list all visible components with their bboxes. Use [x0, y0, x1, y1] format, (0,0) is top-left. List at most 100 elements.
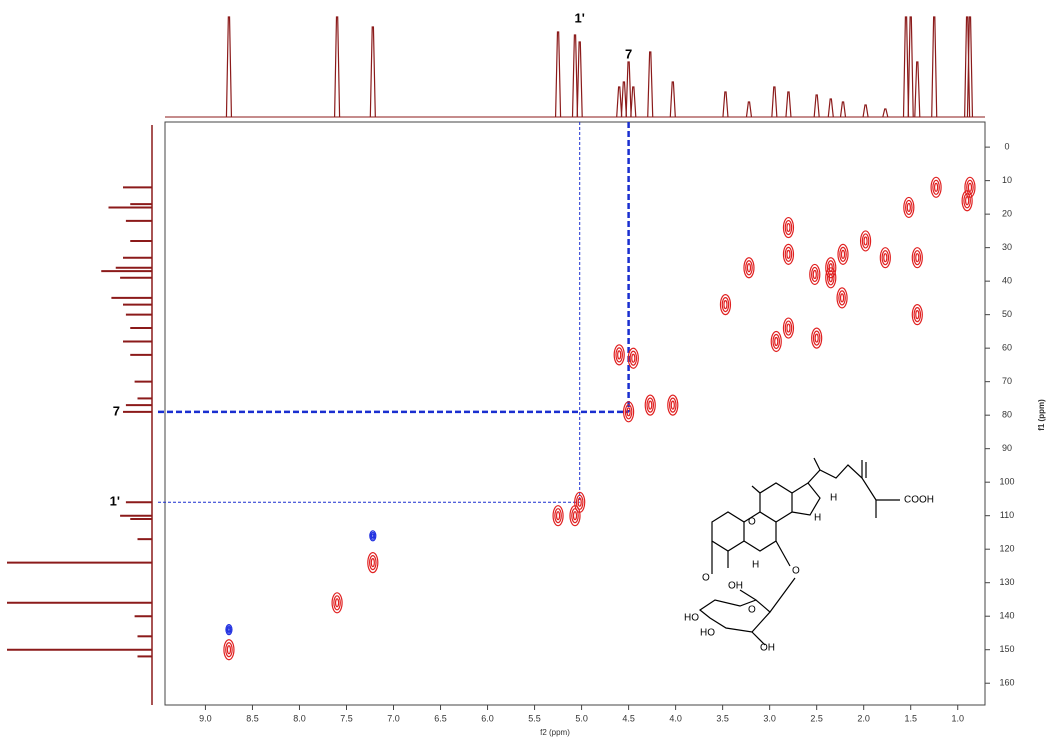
cross-peak	[862, 234, 868, 248]
h1-peak	[577, 42, 582, 117]
cross-peak	[787, 224, 790, 232]
h1-peak	[556, 32, 561, 117]
x-tick-label: 6.5	[434, 713, 447, 723]
cross-peak	[813, 270, 816, 278]
cross-peak	[785, 321, 791, 335]
h1-peak	[841, 102, 846, 117]
cross-peak	[671, 401, 674, 409]
x-tick-label: 2.5	[810, 713, 823, 723]
h1-peak	[932, 17, 937, 117]
bond	[776, 541, 790, 566]
chart: f2 (ppm) f1 (ppm) O O H H H O COOH OH HO…	[0, 0, 1054, 740]
cross-peak	[724, 301, 727, 309]
molecule-structure: O O H H H O COOH OH HO HO OH O	[684, 458, 934, 654]
cross-peak	[775, 337, 778, 345]
h1-peak	[370, 27, 375, 117]
x-tick-label: 1.5	[904, 713, 917, 723]
cross-peak	[916, 254, 919, 262]
h1-peak	[883, 109, 888, 117]
cross-peak	[334, 596, 340, 610]
h1-peak	[226, 17, 231, 117]
cross-peak	[670, 398, 676, 412]
cross-peak	[746, 261, 752, 275]
atom-label: OH	[760, 643, 775, 654]
h1-peak	[786, 92, 791, 117]
y-tick-label: 80	[1002, 410, 1012, 420]
y-tick-label: 90	[1002, 443, 1012, 453]
atom-label: O	[748, 605, 756, 616]
x-tick-label: 2.0	[857, 713, 870, 723]
cross-peak	[914, 251, 920, 265]
atom-label: O	[792, 566, 800, 577]
cross-peak	[773, 334, 779, 348]
y-tick-label: 30	[1002, 242, 1012, 252]
h1-peak	[904, 17, 909, 117]
x-tick-label: 6.0	[481, 713, 494, 723]
y-tick-label: 160	[999, 678, 1014, 688]
h1-peak	[617, 87, 622, 117]
h1-peak	[335, 17, 340, 117]
x-tick-label: 9.0	[199, 713, 212, 723]
cross-peak	[649, 401, 652, 409]
cross-peak	[884, 254, 887, 262]
glycosidic-bond	[770, 578, 795, 612]
atom-label: HO	[700, 628, 715, 639]
atom-label: H	[830, 493, 837, 504]
cross-peak	[914, 308, 920, 322]
cross-peak	[785, 221, 791, 235]
atom-label: H	[814, 513, 821, 524]
h1-peak	[723, 92, 728, 117]
cross-peak	[841, 294, 844, 302]
atom-label: O	[702, 573, 710, 584]
cross-peak	[228, 628, 230, 632]
cross-peak	[557, 512, 560, 520]
x-tick-label: 7.0	[387, 713, 400, 723]
cross-peak	[812, 267, 818, 281]
y-tick-label: 120	[999, 544, 1014, 554]
y-axis-label: f1 (ppm)	[1037, 399, 1046, 431]
side-chain-branches	[814, 458, 876, 518]
h1-peak	[573, 35, 578, 117]
h1-peak	[631, 87, 636, 117]
plot-frame	[165, 122, 985, 705]
h1-peak	[828, 99, 833, 117]
cross-peak	[722, 298, 728, 312]
annotation-label: 1'	[110, 494, 120, 509]
cross-peak	[815, 334, 818, 342]
h1-peak	[621, 82, 626, 117]
x-tick-label: 1.0	[951, 713, 964, 723]
y-tick-label: 60	[1002, 343, 1012, 353]
cross-peak	[371, 559, 374, 567]
y-tick-label: 10	[1002, 175, 1012, 185]
h1-peak	[915, 62, 920, 117]
atom-label: HO	[684, 613, 699, 624]
cross-peak	[632, 354, 635, 362]
cross-peak	[966, 197, 969, 205]
x-tick-label: 5.5	[528, 713, 541, 723]
y-tick-label: 130	[999, 577, 1014, 587]
x-axis-label: f2 (ppm)	[540, 728, 570, 737]
y-tick-label: 140	[999, 611, 1014, 621]
bond	[752, 486, 760, 493]
cross-peak	[616, 348, 622, 362]
cross-peak	[916, 311, 919, 319]
x-tick-label: 8.5	[246, 713, 259, 723]
atom-label: H	[752, 560, 759, 571]
cross-peak	[785, 247, 791, 261]
x-tick-label: 4.5	[622, 713, 635, 723]
cross-peak	[882, 251, 888, 265]
annotation-label: 7	[113, 403, 120, 418]
cross-peak	[747, 264, 750, 272]
ring-c	[760, 483, 792, 522]
y-tick-label: 100	[999, 477, 1014, 487]
cross-peak	[618, 351, 621, 359]
x-tick-label: 8.0	[293, 713, 306, 723]
x-tick-label: 5.0	[575, 713, 588, 723]
h1-peak	[746, 102, 751, 117]
y-tick-label: 110	[1000, 510, 1014, 520]
y-tick-label: 70	[1002, 376, 1012, 386]
y-tick-label: 0	[1004, 142, 1009, 152]
x-tick-label: 4.0	[669, 713, 682, 723]
cross-peak	[647, 398, 653, 412]
cross-peak	[372, 534, 374, 538]
